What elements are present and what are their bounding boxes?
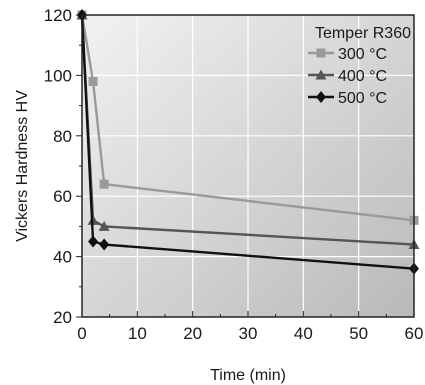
legend-marker bbox=[315, 69, 327, 80]
plot-border bbox=[81, 14, 415, 318]
legend-marker bbox=[316, 91, 326, 103]
legend-label: 500 °C bbox=[338, 90, 387, 107]
series-line bbox=[80, 14, 415, 222]
data-point bbox=[88, 235, 99, 248]
legend-label: 300 °C bbox=[338, 46, 387, 63]
legend-items: 300 °C 400 °C 500 °C bbox=[308, 46, 387, 107]
data-point bbox=[99, 238, 110, 251]
x-tick-label: 20 bbox=[183, 324, 202, 343]
x-tick-label: 0 bbox=[77, 324, 86, 343]
legend-item: 300 °C bbox=[308, 46, 387, 63]
legend: Temper R360 300 °C 400 °C 500 °C bbox=[308, 25, 411, 107]
series-line bbox=[80, 14, 415, 270]
legend-title: Temper R360 bbox=[315, 25, 411, 42]
y-tick-label: 20 bbox=[53, 308, 72, 327]
legend-item: 500 °C bbox=[308, 90, 387, 107]
x-tick-label: 30 bbox=[239, 324, 258, 343]
data-point bbox=[99, 179, 109, 189]
series-layer bbox=[76, 9, 420, 275]
legend-label: 400 °C bbox=[338, 68, 387, 85]
data-point bbox=[98, 220, 110, 231]
y-tick-label: 100 bbox=[44, 66, 72, 85]
y-tick-labels: 20 40 60 80 100 120 bbox=[44, 6, 72, 327]
y-tick-label: 60 bbox=[53, 187, 72, 206]
y-tick-label: 120 bbox=[44, 6, 72, 25]
legend-item: 400 °C bbox=[308, 68, 387, 85]
data-point bbox=[88, 76, 98, 86]
x-tick-label: 40 bbox=[294, 324, 313, 343]
x-tick-label: 50 bbox=[349, 324, 368, 343]
y-axis-label: Vickers Hardness HV bbox=[14, 90, 31, 242]
y-tick-label: 80 bbox=[53, 127, 72, 146]
legend-marker bbox=[316, 48, 326, 58]
x-tick-label: 60 bbox=[405, 324, 424, 343]
x-tick-label: 10 bbox=[128, 324, 147, 343]
y-tick-label: 40 bbox=[53, 248, 72, 267]
x-tick-labels: 0 10 20 30 40 50 60 bbox=[77, 324, 423, 343]
x-axis-label: Time (min) bbox=[210, 367, 286, 384]
